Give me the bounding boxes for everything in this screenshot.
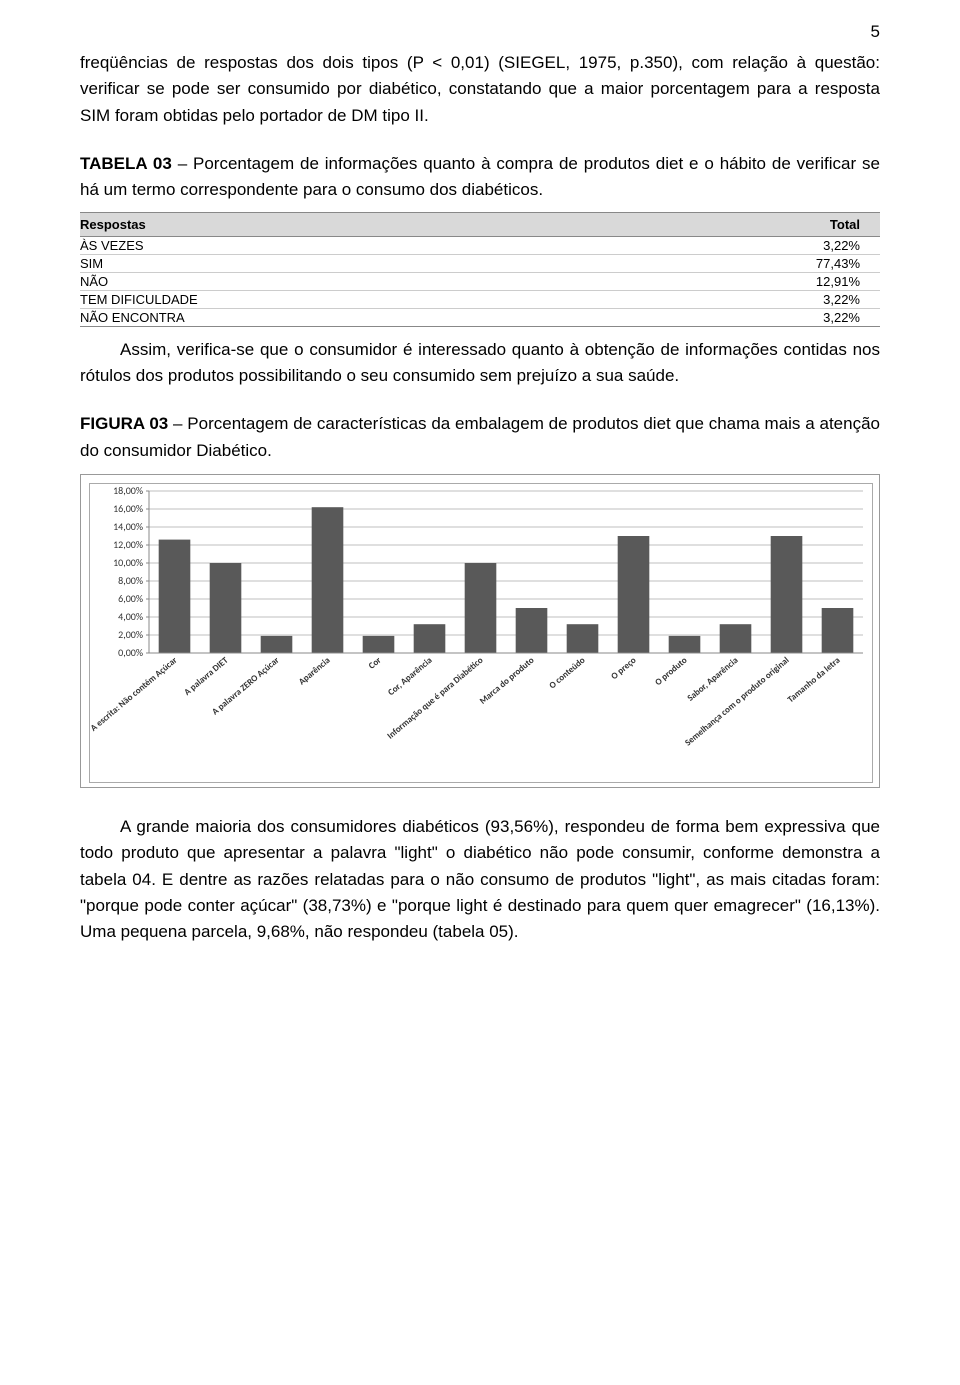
svg-text:10,00%: 10,00% [113,556,143,569]
paragraph-1: freqüências de respostas dos dois tipos … [80,50,880,129]
table-cell-value: 77,43% [598,254,880,272]
svg-text:Semelhança com o produto origi: Semelhança com o produto original [683,655,792,749]
figure-3-chart: 0,00% 2,00% 4,00% 6,00% 8,00% 10,00% 12,00% 14,… [80,474,880,788]
table-row: ÀS VEZES3,22% [80,236,880,254]
svg-text:Informação que é para Diabétic: Informação que é para Diabético [385,655,485,742]
table-cell-label: SIM [80,254,598,272]
svg-text:0,00%: 0,00% [118,646,143,659]
svg-text:O produto: O produto [653,655,690,688]
svg-text:2,00%: 2,00% [118,628,143,641]
table-cell-value: 3,22% [598,290,880,308]
svg-text:Sabor, Aparência: Sabor, Aparência [685,655,740,704]
figure-3-title-rest: – Porcentagem de características da emba… [80,414,880,459]
svg-text:Cor: Cor [367,654,384,671]
svg-text:12,00%: 12,00% [113,538,143,551]
figure-3-title: FIGURA 03 – Porcentagem de característic… [80,411,880,464]
svg-text:14,00%: 14,00% [113,520,143,533]
svg-text:O preço: O preço [609,655,639,682]
table-3-header-left: Respostas [80,212,598,236]
table-cell-label: NÃO [80,272,598,290]
page-number: 5 [871,22,880,42]
table-cell-label: ÀS VEZES [80,236,598,254]
table-cell-label: NÃO ENCONTRA [80,308,598,326]
table-cell-value: 3,22% [598,308,880,326]
svg-text:Marca do produto: Marca do produto [478,655,537,707]
table-row: NÃO12,91% [80,272,880,290]
table-3-header-right: Total [598,212,880,236]
table-3-title-rest: – Porcentagem de informações quanto à co… [80,154,880,199]
svg-text:O conteúdo: O conteúdo [547,655,587,691]
svg-text:A escrita: Não contém Açúcar: A escrita: Não contém Açúcar [89,654,180,733]
svg-text:16,00%: 16,00% [113,502,143,515]
table-row: SIM77,43% [80,254,880,272]
table-3-title-bold: TABELA 03 [80,154,172,173]
svg-text:Cor, Aparência: Cor, Aparência [386,655,435,698]
table-row: NÃO ENCONTRA3,22% [80,308,880,326]
svg-text:8,00%: 8,00% [118,574,143,587]
figure-3-title-bold: FIGURA 03 [80,414,168,433]
table-cell-label: TEM DIFICULDADE [80,290,598,308]
svg-text:18,00%: 18,00% [113,484,143,497]
table-3-title: TABELA 03 – Porcentagem de informações q… [80,151,880,204]
table-3: Respostas Total ÀS VEZES3,22%SIM77,43%NÃ… [80,212,880,327]
table-cell-value: 3,22% [598,236,880,254]
svg-text:A palavra DIET: A palavra DIET [182,655,231,698]
svg-text:Aparência: Aparência [297,655,333,688]
paragraph-2: Assim, verifica-se que o consumidor é in… [80,337,880,390]
svg-text:4,00%: 4,00% [118,610,143,623]
svg-text:Tamanho da letra: Tamanho da letra [786,655,843,705]
table-cell-value: 12,91% [598,272,880,290]
svg-text:6,00%: 6,00% [118,592,143,605]
table-row: TEM DIFICULDADE3,22% [80,290,880,308]
paragraph-3: A grande maioria dos consumidores diabét… [80,814,880,946]
